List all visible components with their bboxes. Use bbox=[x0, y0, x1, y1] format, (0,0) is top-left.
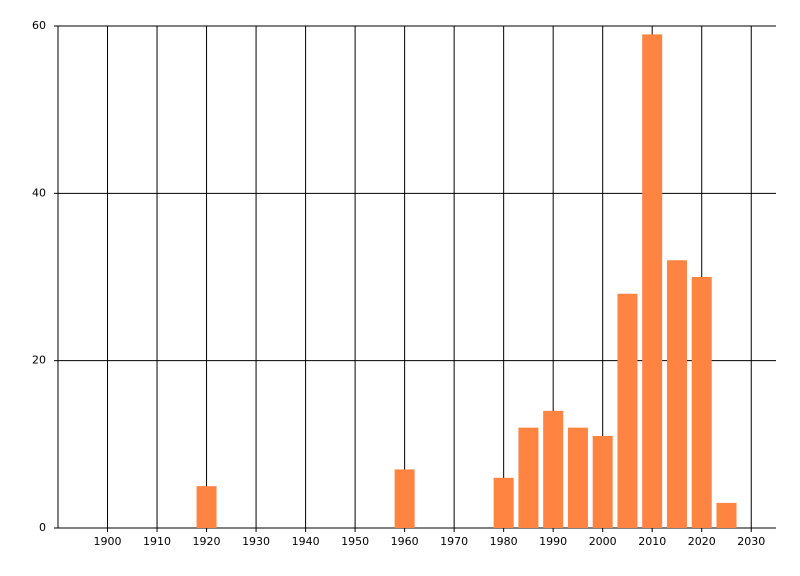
bar bbox=[691, 277, 712, 528]
x-tick-label: 1970 bbox=[440, 535, 468, 548]
y-tick-label: 20 bbox=[32, 354, 46, 367]
x-tick-label: 1900 bbox=[94, 535, 122, 548]
bar bbox=[592, 435, 613, 528]
x-tick-label: 1930 bbox=[242, 535, 270, 548]
y-tick-label: 40 bbox=[32, 186, 46, 199]
x-tick-label: 2000 bbox=[589, 535, 617, 548]
bar bbox=[518, 427, 539, 528]
bar bbox=[196, 486, 217, 528]
x-tick-label: 2010 bbox=[638, 535, 666, 548]
bar bbox=[716, 502, 737, 528]
x-tick-label: 1960 bbox=[391, 535, 419, 548]
bar bbox=[642, 34, 663, 528]
x-tick-label: 1980 bbox=[490, 535, 518, 548]
x-tick-label: 1950 bbox=[341, 535, 369, 548]
x-tick-label: 1910 bbox=[143, 535, 171, 548]
bar bbox=[666, 260, 687, 528]
x-tick-label: 2020 bbox=[688, 535, 716, 548]
bar bbox=[543, 410, 564, 528]
bar bbox=[394, 469, 415, 528]
bar bbox=[493, 477, 514, 528]
x-tick-label: 1940 bbox=[292, 535, 320, 548]
bar bbox=[567, 427, 588, 528]
y-tick-label: 0 bbox=[39, 521, 46, 534]
x-tick-label: 1920 bbox=[193, 535, 221, 548]
y-tick-label: 60 bbox=[32, 19, 46, 32]
x-tick-label: 1990 bbox=[539, 535, 567, 548]
x-tick-label: 2030 bbox=[737, 535, 765, 548]
bar bbox=[617, 293, 638, 528]
